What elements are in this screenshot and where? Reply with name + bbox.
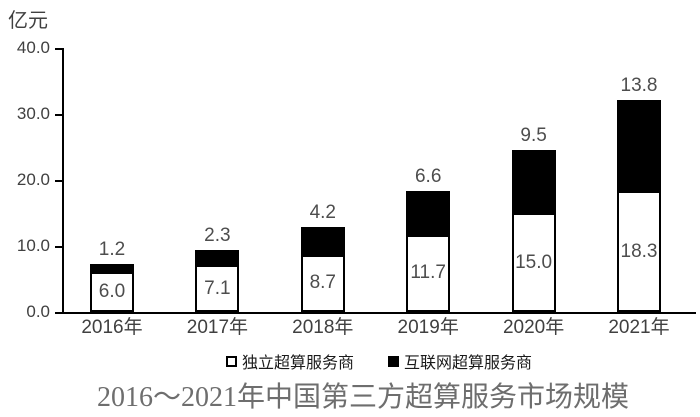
x-axis-line xyxy=(62,312,696,314)
x-axis-category-label: 2020年 xyxy=(502,317,565,338)
y-axis-unit-label: 亿元 xyxy=(8,10,48,32)
legend: 独立超算服务商 互联网超算服务商 xyxy=(62,349,696,373)
x-axis-category-label: 2021年 xyxy=(608,317,670,338)
y-axis-tick xyxy=(55,114,62,116)
chart-title: 2016～2021年中国第三方超算服务市场规模 xyxy=(96,382,629,413)
bar-segment-internet xyxy=(90,264,134,273)
bar-value-label-internet: 13.8 xyxy=(620,75,658,97)
bar-segment-independent xyxy=(512,213,556,312)
bar-value-label-independent: 15.0 xyxy=(515,251,553,273)
x-axis-category-label: 2019年 xyxy=(397,317,459,338)
y-axis-tick-label: 20.0 xyxy=(16,170,50,189)
y-axis-tick-label: 0.0 xyxy=(26,302,50,321)
bar-value-label-internet: 9.5 xyxy=(520,125,547,147)
y-axis-tick xyxy=(55,246,62,248)
x-axis-category-label: 2018年 xyxy=(292,317,354,338)
y-axis-tick xyxy=(55,312,62,314)
legend-label-internet: 互联网超算服务商 xyxy=(404,355,533,372)
legend-item-independent: 独立超算服务商 xyxy=(225,349,354,373)
bar-segment-internet xyxy=(617,100,661,192)
bar-value-label-independent: 11.7 xyxy=(410,262,446,284)
y-axis-tick-label: 10.0 xyxy=(16,236,50,255)
x-axis-category-label: 2017年 xyxy=(186,317,249,338)
bar-value-label-internet: 2.3 xyxy=(204,224,231,246)
bar-value-label-internet: 1.2 xyxy=(98,239,126,261)
bar-value-label-independent: 18.3 xyxy=(620,240,658,262)
bar-segment-independent xyxy=(195,265,239,312)
legend-label-independent: 独立超算服务商 xyxy=(241,355,354,372)
bar-segment-independent xyxy=(406,234,450,312)
bar-segment-independent xyxy=(617,191,661,312)
bar-segment-independent xyxy=(90,272,134,312)
y-axis-tick xyxy=(55,48,62,50)
bar-segment-internet xyxy=(406,191,450,235)
y-axis-line xyxy=(62,48,64,314)
x-axis-category-label: 2016年 xyxy=(81,317,143,338)
y-axis-tick xyxy=(55,180,62,182)
bar-segment-internet xyxy=(512,150,556,213)
bar-value-label-independent: 8.7 xyxy=(309,272,336,294)
bar-value-label-internet: 6.6 xyxy=(414,166,442,188)
black-square-swatch-icon xyxy=(388,355,399,367)
bar-segment-independent xyxy=(301,254,345,312)
y-axis-tick-label: 40.0 xyxy=(16,38,50,57)
bar-segment-internet xyxy=(195,249,239,266)
y-axis-tick-label: 30.0 xyxy=(16,104,50,123)
bar-segment-internet xyxy=(301,226,345,255)
white-square-swatch-icon xyxy=(225,355,237,367)
bar-value-label-independent: 6.0 xyxy=(98,281,126,303)
legend-item-internet: 互联网超算服务商 xyxy=(388,349,532,373)
bar-value-label-independent: 7.1 xyxy=(204,277,231,299)
bar-value-label-internet: 4.2 xyxy=(309,201,336,223)
